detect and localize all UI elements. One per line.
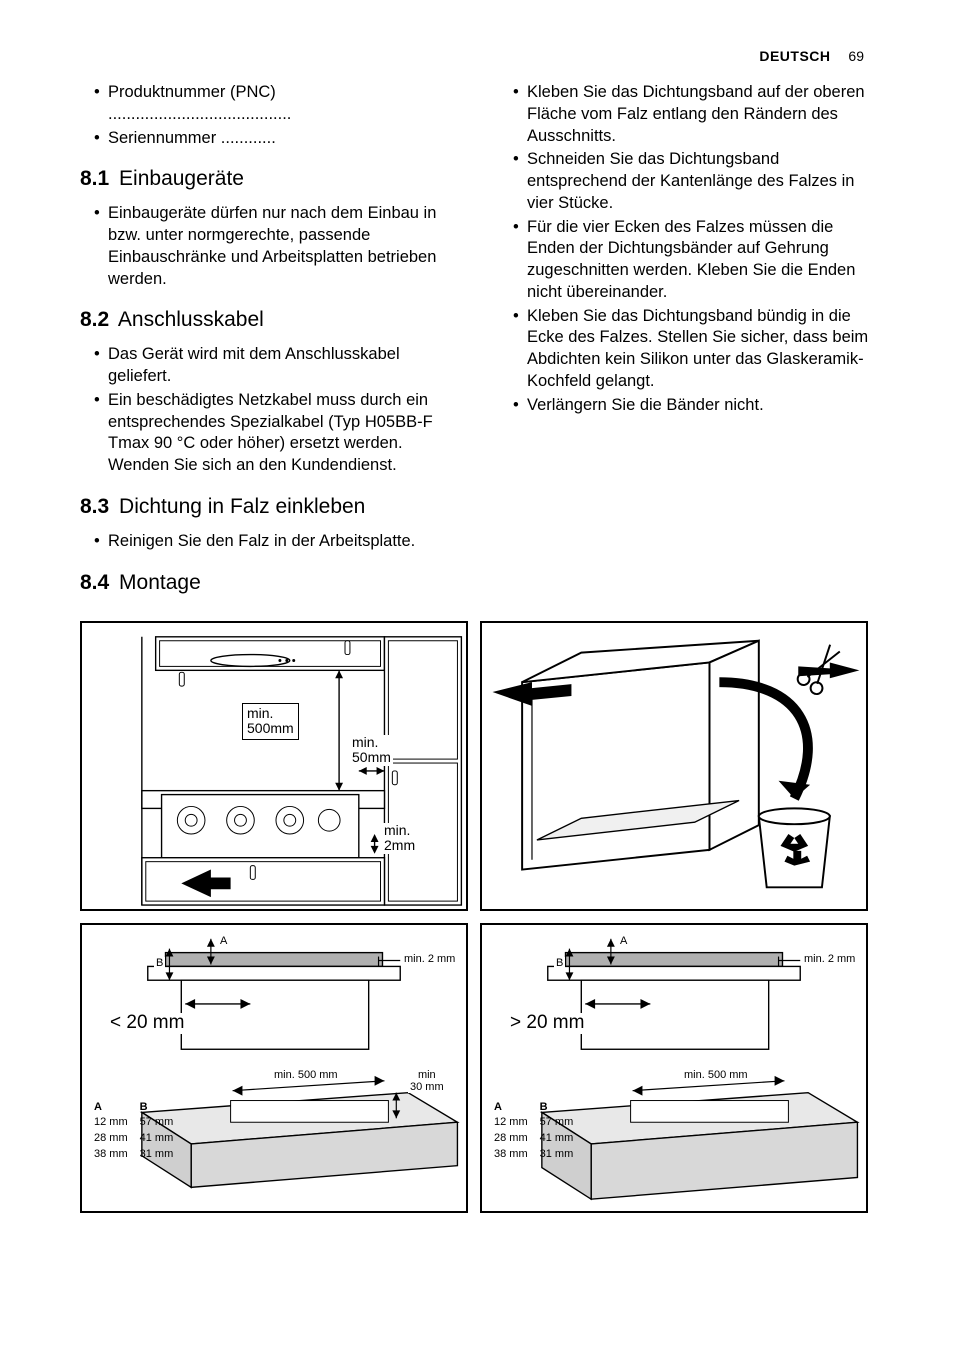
intro-list: Produktnummer (PNC) ....................… [80, 82, 455, 149]
label-A: A [618, 935, 629, 947]
section-8-1-list: Einbaugeräte dürfen nur nach dem Einbau … [80, 203, 455, 290]
section-title: Montage [119, 571, 201, 594]
section-8-1-heading: 8.1 Einbaugeräte [80, 167, 455, 191]
diagram-gt20: A B min. 2 mm > 20 mm min. 500 mm AB 12 … [480, 923, 868, 1213]
section-title: Einbaugeräte [119, 167, 244, 190]
label-min500: min. 500 mm [682, 1069, 750, 1081]
label-gt20-title: > 20 mm [508, 1013, 586, 1034]
label-min500: min. 500 mm [272, 1069, 340, 1081]
label-min30: min30 mm [408, 1069, 446, 1093]
diagram-lt20: A B min. 2 mm < 20 mm min. 500 mm min30 … [80, 923, 468, 1213]
page-header: DEUTSCH 69 [80, 48, 874, 64]
diagram-clearances: min.500mm min.50mm min.2mm [80, 621, 468, 911]
list-item: Produktnummer (PNC) ....................… [94, 82, 455, 126]
label-lt20-title: < 20 mm [108, 1013, 186, 1034]
list-item: Ein beschädigtes Netzkabel muss durch ei… [94, 390, 455, 477]
list-item: Verlängern Sie die Bänder nicht. [513, 395, 874, 417]
list-item: Kleben Sie das Dichtungsband auf der obe… [513, 82, 874, 147]
section-title: Dichtung in Falz einkleben [119, 495, 365, 518]
section-title: Anschlusskabel [118, 308, 264, 331]
label-min-500: min.500mm [242, 703, 299, 740]
list-item: Schneiden Sie das Dichtungsband entsprec… [513, 149, 874, 214]
label-A: A [218, 935, 229, 947]
label-min2mm: min. 2 mm [802, 953, 857, 965]
section-8-4-heading: 8.4 Montage [80, 571, 455, 595]
section-8-3-heading: 8.3 Dichtung in Falz einkleben [80, 495, 455, 519]
diagram-recycle [480, 621, 868, 911]
list-item: Für die vier Ecken des Falzes müssen die… [513, 217, 874, 304]
right-column: Kleben Sie das Dichtungsband auf der obe… [499, 82, 874, 607]
left-column: Produktnummer (PNC) ....................… [80, 82, 455, 607]
label-min2mm: min. 2 mm [402, 953, 457, 965]
label-B: B [154, 957, 165, 969]
header-page-number: 69 [848, 48, 864, 64]
section-number: 8.2 [80, 308, 109, 331]
section-8-3-list: Reinigen Sie den Falz in der Arbeitsplat… [80, 531, 455, 553]
section-number: 8.3 [80, 495, 109, 518]
label-min-50: min.50mm [350, 735, 393, 766]
section-8-2-heading: 8.2 Anschlusskabel [80, 308, 455, 332]
list-item: Kleben Sie das Dichtungsband bündig in d… [513, 306, 874, 393]
montage-diagrams: min.500mm min.50mm min.2mm [80, 621, 874, 1213]
label-B: B [554, 957, 565, 969]
section-8-2-list: Das Gerät wird mit dem Anschlusskabel ge… [80, 344, 455, 477]
label-min-2: min.2mm [382, 823, 417, 854]
section-number: 8.4 [80, 571, 109, 594]
list-item: Reinigen Sie den Falz in der Arbeitsplat… [94, 531, 455, 553]
list-item: Seriennummer ............ [94, 128, 455, 150]
ab-table-gt20: AB 12 mm57 mm 28 mm41 mm 38 mm31 mm [492, 1099, 585, 1164]
text-columns: Produktnummer (PNC) ....................… [80, 82, 874, 607]
header-language: DEUTSCH [759, 48, 830, 64]
right-list: Kleben Sie das Dichtungsband auf der obe… [499, 82, 874, 416]
ab-table-lt20: AB 12 mm57 mm 28 mm41 mm 38 mm31 mm [92, 1099, 185, 1164]
list-item: Das Gerät wird mit dem Anschlusskabel ge… [94, 344, 455, 388]
list-item: Einbaugeräte dürfen nur nach dem Einbau … [94, 203, 455, 290]
section-number: 8.1 [80, 167, 109, 190]
